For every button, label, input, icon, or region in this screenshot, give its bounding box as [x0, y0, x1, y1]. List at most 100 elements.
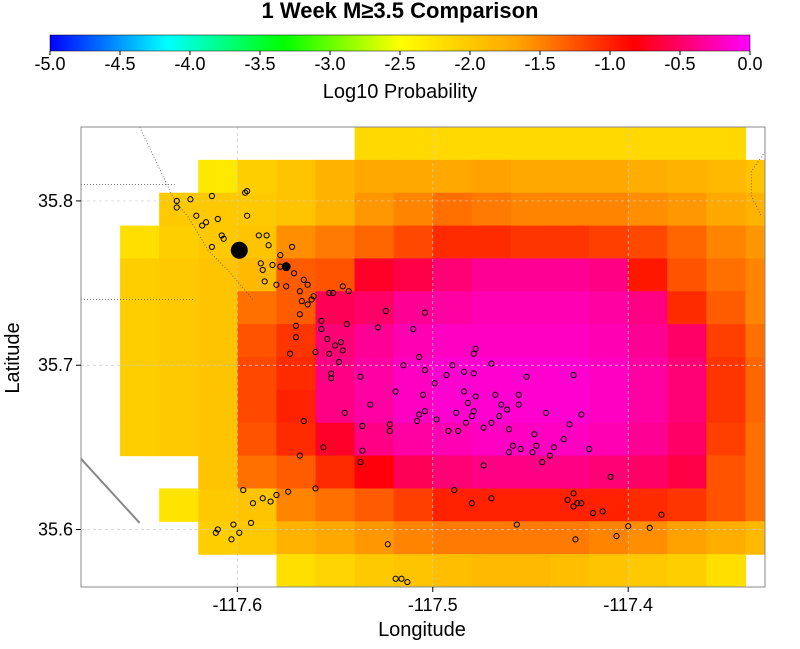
aftershock-marker — [218, 232, 225, 239]
heatmap-cell — [354, 521, 395, 555]
heatmap-cell — [315, 554, 356, 587]
aftershock-marker — [470, 370, 477, 377]
aftershock-marker — [173, 204, 180, 211]
heatmap-cell — [393, 127, 434, 161]
aftershock-marker — [339, 347, 346, 354]
aftershock-marker — [460, 368, 468, 375]
heatmap-cell — [159, 258, 199, 292]
aftershock-marker — [296, 452, 303, 459]
aftershock-marker — [468, 500, 475, 507]
aftershock-marker — [496, 413, 503, 420]
heatmap-cell — [315, 521, 356, 555]
heatmap-cell — [706, 488, 747, 522]
heatmap-cell — [510, 324, 551, 358]
aftershock-marker — [572, 536, 579, 543]
heatmap-cell — [667, 521, 707, 555]
heatmap-cell — [628, 324, 668, 358]
heatmap-cell — [628, 357, 668, 391]
aftershock-marker — [255, 232, 262, 239]
heatmap-cell — [550, 389, 590, 424]
heatmap-cell — [159, 488, 199, 522]
aftershock-marker — [560, 436, 567, 443]
heatmap-cell — [628, 554, 668, 587]
aftershock-marker — [300, 417, 307, 425]
heatmap-cell — [667, 488, 707, 522]
colorbar-tick-label: 0.0 — [737, 54, 762, 74]
aftershock-marker — [273, 491, 280, 499]
heatmap-cell — [706, 422, 747, 457]
heatmap-cell — [785, 258, 800, 291]
heatmap-cell — [471, 291, 512, 325]
colorbar-tick-label: -1.5 — [524, 54, 555, 74]
colorbar-tick-label: -1.0 — [594, 54, 625, 74]
heatmap-cell — [471, 455, 512, 490]
aftershock-marker — [578, 500, 585, 507]
heatmap-cell — [667, 258, 707, 292]
heatmap-cell — [432, 422, 473, 457]
aftershock-marker — [488, 419, 495, 426]
heatmap-cell — [550, 488, 590, 522]
heatmap-cell — [510, 554, 551, 587]
heatmap-cell — [628, 455, 668, 490]
x-axis-ticks: -117.6 -117.5 -117.4 — [212, 587, 653, 615]
aftershock-marker — [259, 495, 266, 502]
heatmap-cell — [393, 258, 434, 292]
aftershock-marker — [509, 442, 516, 449]
colorbar-tick-label: -3.0 — [314, 54, 345, 74]
aftershock-marker — [324, 335, 331, 343]
heatmap-cell — [315, 225, 356, 260]
aftershock-marker — [304, 301, 311, 308]
aftershock-marker — [492, 391, 499, 398]
aftershock-marker — [517, 445, 524, 453]
heatmap-cell — [471, 357, 512, 391]
heatmap-cell — [589, 324, 629, 358]
heatmap-cell — [276, 192, 317, 227]
aftershock-marker — [505, 449, 513, 456]
heatmap-cell — [237, 357, 278, 391]
aftershock-marker — [359, 422, 366, 430]
aftershock-marker — [384, 541, 391, 548]
heatmap-cell — [471, 258, 512, 292]
heatmap-cell — [471, 225, 512, 260]
heatmap-cell — [745, 225, 765, 260]
aftershock-marker — [513, 521, 520, 528]
heatmap-cell — [354, 258, 395, 292]
heatmap-cell — [706, 127, 747, 161]
heatmap-cell — [510, 455, 551, 490]
heatmap-cell — [471, 159, 512, 194]
heatmap-cell — [745, 291, 765, 325]
aftershock-marker — [292, 334, 300, 341]
aftershock-marker — [318, 317, 325, 324]
heatmap-cell — [706, 554, 747, 587]
heatmap-cell — [589, 291, 629, 325]
heatmap-cell — [198, 357, 238, 391]
heatmap-cell — [510, 357, 551, 391]
aftershock-marker — [247, 519, 255, 527]
heatmap-cell — [120, 225, 160, 260]
heatmap-cell — [237, 159, 278, 194]
heatmap-cell — [550, 192, 590, 227]
heatmap-cell — [276, 422, 317, 457]
heatmap-cell — [393, 488, 434, 522]
aftershock-marker — [326, 289, 333, 297]
y-tick-label: 35.6 — [38, 520, 73, 540]
aftershock-marker — [310, 293, 317, 300]
aftershock-marker — [488, 360, 495, 367]
aftershock-marker — [658, 511, 665, 518]
aftershock-marker — [421, 309, 429, 316]
aftershock-marker — [419, 391, 427, 398]
aftershock-marker — [550, 444, 558, 451]
heatmap-cell — [276, 159, 317, 194]
mainshock-marker — [230, 241, 248, 259]
heatmap-cell — [706, 225, 747, 260]
heatmap-cell — [198, 422, 238, 457]
heatmap-cell — [354, 291, 395, 325]
heatmap-cell — [354, 225, 395, 260]
aftershock-marker — [265, 242, 272, 249]
heatmap-cell — [550, 324, 590, 358]
aftershock-marker — [431, 380, 438, 387]
aftershock-marker — [300, 276, 307, 283]
heatmap-cell — [706, 324, 747, 358]
heatmap-cell — [745, 389, 765, 424]
heatmap-cell — [393, 324, 434, 358]
